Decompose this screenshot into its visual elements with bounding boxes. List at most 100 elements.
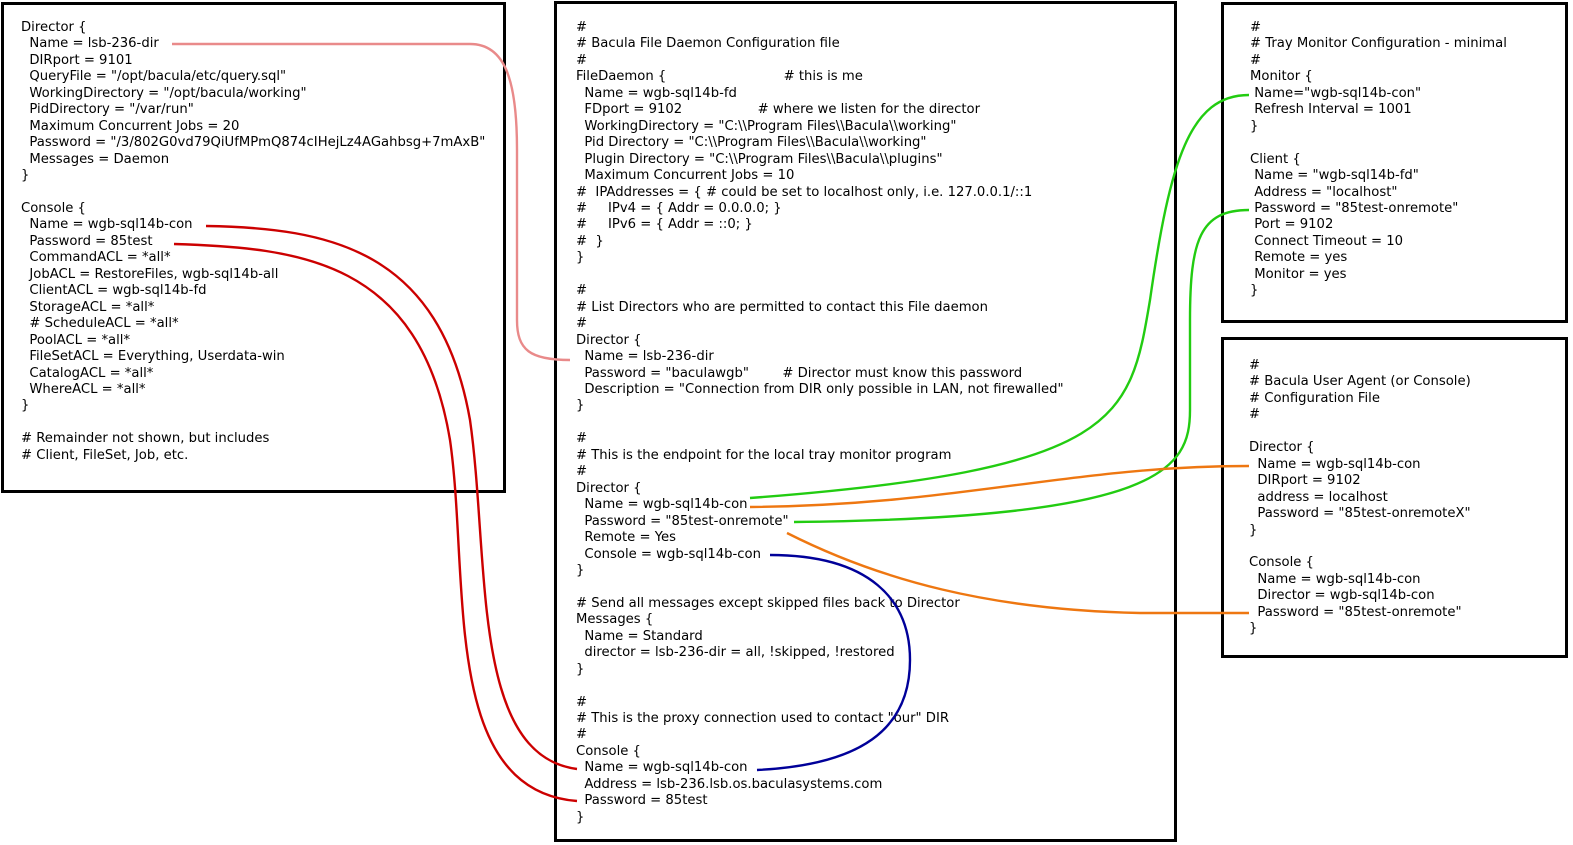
config-line: WorkingDirectory = "C:\\Program Files\\B… [576, 118, 957, 134]
config-line: Console = wgb-sql14b-con [576, 546, 761, 562]
config-line: # [576, 464, 588, 480]
config-line: Password = "85test-onremoteX" [1249, 506, 1471, 522]
config-line: # Bacula File Daemon Configuration file [576, 36, 840, 52]
config-line: Console { [1249, 555, 1314, 571]
config-line: Name="wgb-sql14b-con" [1250, 85, 1422, 101]
config-line: # [576, 316, 588, 332]
config-line: address = localhost [1249, 489, 1388, 505]
config-line: # [576, 727, 588, 743]
config-line: Director = wgb-sql14b-con [1249, 588, 1435, 604]
config-line: Name = wgb-sql14b-con [21, 217, 193, 233]
config-line: Remote = Yes [576, 530, 676, 546]
config-line: # [1249, 407, 1261, 423]
config-line: Pid Directory = "C:\\Program Files\\Bacu… [576, 135, 927, 151]
config-line: Name = lsb-236-dir [21, 36, 159, 52]
config-line: DIRport = 9102 [1249, 473, 1361, 489]
director-config-text: Director { Name = lsb-236-dir DIRport = … [21, 20, 485, 464]
config-line [1249, 539, 1471, 555]
config-line: Director { [1249, 440, 1315, 456]
config-line: Refresh Interval = 1001 [1250, 102, 1412, 118]
config-line: WorkingDirectory = "/opt/bacula/working" [21, 85, 307, 101]
config-line: Plugin Directory = "C:\\Program Files\\B… [576, 151, 943, 167]
config-line: # Configuration File [1249, 390, 1380, 406]
config-line: DIRport = 9101 [21, 52, 133, 68]
config-line: # [576, 431, 588, 447]
config-line [1249, 424, 1471, 440]
config-line: Monitor = yes [1250, 266, 1347, 282]
config-line: # Remainder not shown, but includes [21, 431, 270, 447]
config-line: FileSetACL = Everything, Userdata-win [21, 349, 285, 365]
file-daemon-config-text: # # Bacula File Daemon Configuration file… [576, 20, 1064, 826]
config-line: # Bacula User Agent (or Console) [1249, 374, 1471, 390]
config-line: Name = "wgb-sql14b-fd" [1250, 168, 1419, 184]
config-line: # [576, 694, 588, 710]
config-line: # This is the proxy connection used to c… [576, 711, 950, 727]
config-line: Connect Timeout = 10 [1250, 233, 1403, 249]
config-line [576, 579, 1064, 595]
config-line: FDport = 9102 # where we listen for the … [576, 102, 981, 118]
config-line: # [576, 283, 588, 299]
config-line: Password = "85test-onremote" [576, 513, 789, 529]
config-line: # [1249, 358, 1261, 373]
config-line: Monitor { [1250, 69, 1313, 85]
config-line: Console { [21, 200, 86, 216]
config-line: # [576, 52, 588, 68]
config-line: } [576, 661, 585, 677]
config-line: FileDaemon { # this is me [576, 69, 863, 85]
config-line: Address = "localhost" [1250, 184, 1398, 200]
config-line [1250, 135, 1507, 151]
config-line: director = lsb-236-dir = all, !skipped, … [576, 645, 895, 661]
config-line: } [21, 168, 30, 184]
config-line: Description = "Connection from DIR only … [576, 381, 1064, 397]
config-line: Client { [1250, 151, 1301, 167]
config-line: # Send all messages except skipped files… [576, 595, 960, 611]
config-line: } [1250, 118, 1259, 134]
config-line: Maximum Concurrent Jobs = 10 [576, 168, 795, 184]
tray-monitor-config-text: # # Tray Monitor Configuration - minimal #… [1250, 20, 1507, 300]
config-line [576, 267, 1064, 283]
config-line: Name = wgb-sql14b-con [1249, 456, 1421, 472]
config-line: Port = 9102 [1250, 217, 1334, 233]
config-line: # } [576, 233, 604, 249]
config-line [576, 415, 1064, 431]
config-line: QueryFile = "/opt/bacula/etc/query.sql" [21, 69, 287, 85]
config-line: Director { [576, 332, 642, 348]
config-line: } [576, 398, 585, 414]
config-line: Password = 85test [21, 233, 153, 249]
config-line: CommandACL = *all* [21, 250, 171, 266]
config-line: ClientACL = wgb-sql14b-fd [21, 283, 207, 299]
config-line: } [1249, 522, 1258, 538]
config-line: Director { [21, 20, 87, 35]
config-line [576, 678, 1064, 694]
config-line [21, 185, 485, 201]
tray-monitor-config-panel [1221, 2, 1568, 323]
config-line: # Tray Monitor Configuration - minimal [1250, 36, 1507, 52]
config-line: Name = wgb-sql14b-con [576, 760, 748, 776]
config-line: } [21, 398, 30, 414]
config-line: Messages { [576, 612, 654, 628]
config-line: Maximum Concurrent Jobs = 20 [21, 118, 240, 134]
config-line: # IPv6 = { Addr = ::0; } [576, 217, 753, 233]
config-line: Console { [576, 743, 641, 759]
config-line: # Client, FileSet, Job, etc. [21, 447, 189, 463]
config-line: Messages = Daemon [21, 151, 170, 167]
config-line: } [1250, 283, 1259, 299]
config-line: # List Directors who are permitted to co… [576, 299, 988, 315]
config-line: } [1249, 621, 1258, 637]
config-line: } [576, 562, 585, 578]
config-line: Name = wgb-sql14b-con [1249, 571, 1421, 587]
config-line [21, 415, 485, 431]
user-agent-config-panel [1221, 337, 1568, 658]
config-line: Password = "85test-onremote" [1250, 200, 1459, 216]
config-line: WhereACL = *all* [21, 381, 146, 397]
config-line: # [1250, 20, 1262, 35]
config-line: Name = Standard [576, 628, 703, 644]
config-line: Name = lsb-236-dir [576, 349, 714, 365]
config-line: Password = "85test-onremote" [1249, 604, 1462, 620]
config-line: Password = 85test [576, 793, 708, 809]
config-line: PidDirectory = "/var/run" [21, 102, 194, 118]
config-line: # [1250, 52, 1262, 68]
config-line: # This is the endpoint for the local tra… [576, 447, 952, 463]
config-line: # ScheduleACL = *all* [21, 316, 179, 332]
config-line: # IPv4 = { Addr = 0.0.0.0; } [576, 200, 782, 216]
